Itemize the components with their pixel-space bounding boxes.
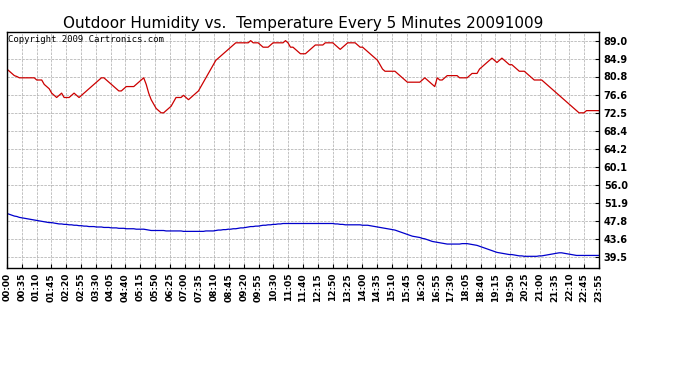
Title: Outdoor Humidity vs.  Temperature Every 5 Minutes 20091009: Outdoor Humidity vs. Temperature Every 5… (63, 16, 543, 31)
Text: Copyright 2009 Cartronics.com: Copyright 2009 Cartronics.com (8, 35, 164, 44)
